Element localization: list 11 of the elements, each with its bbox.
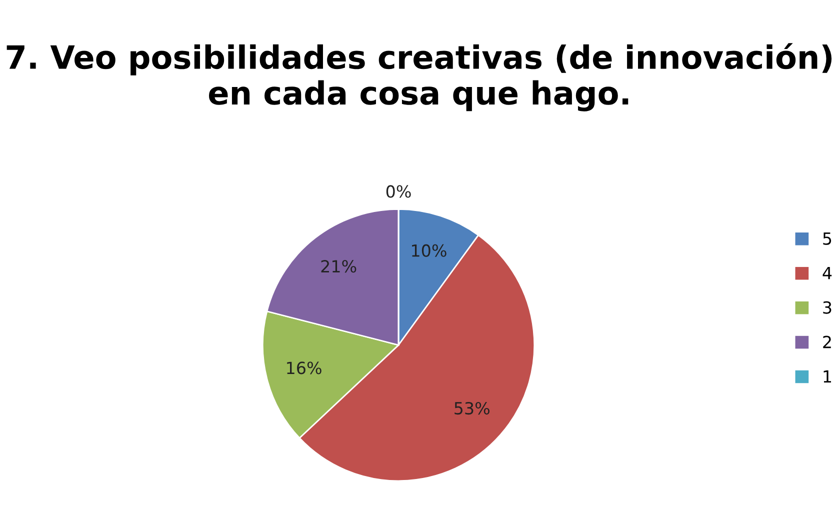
legend-label: 2 bbox=[823, 336, 831, 348]
data-label: 21% bbox=[321, 260, 356, 273]
legend-label: 4 bbox=[822, 266, 832, 280]
data-label: 10% bbox=[412, 244, 446, 257]
text: 0% bbox=[386, 185, 411, 198]
data-label: 53% bbox=[454, 402, 490, 415]
legend-label: 3 bbox=[823, 301, 832, 314]
legend-label: 1 bbox=[824, 370, 831, 383]
legend-label: 5 bbox=[823, 232, 832, 245]
chart-title: 7. Veo posibilidades creativas (de innovación) en cada cosa que hago. bbox=[6, 43, 832, 112]
data-label: 16% bbox=[287, 362, 322, 374]
